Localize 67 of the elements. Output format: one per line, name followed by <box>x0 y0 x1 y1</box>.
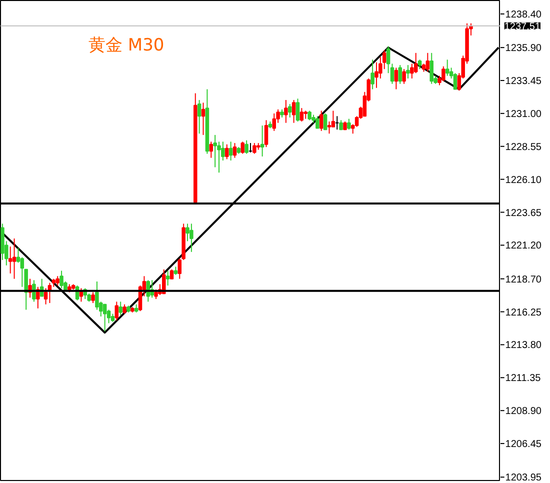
candlestick <box>335 116 340 130</box>
candlestick <box>232 142 237 158</box>
candlestick <box>91 292 95 304</box>
candlestick <box>56 276 60 286</box>
candlestick <box>197 99 202 134</box>
candlestick <box>248 142 253 153</box>
candlestick <box>272 112 276 132</box>
candlestick <box>292 99 296 124</box>
candlestick <box>331 110 336 128</box>
y-tick-label: 1216.25 <box>505 307 542 318</box>
y-tick-label: 1206.45 <box>505 439 542 450</box>
y-tick-label: 1203.95 <box>505 472 542 483</box>
y-tick-label: 1208.90 <box>505 406 542 418</box>
candlestick <box>264 120 268 148</box>
candlestick <box>339 120 343 130</box>
candlestick <box>166 270 170 286</box>
candlestick <box>370 59 374 90</box>
candlestick <box>209 141 214 158</box>
candlestick <box>162 268 166 294</box>
candlestick <box>398 64 402 84</box>
candlestick <box>406 64 410 79</box>
candlestick <box>8 246 12 274</box>
candlestick <box>260 125 264 157</box>
text: 黄金 M30 <box>88 36 164 56</box>
candlestick <box>430 52 434 84</box>
y-tick-label: 1233.45 <box>505 76 542 87</box>
y-tick-label: 1211.35 <box>505 373 542 384</box>
candlestick <box>225 144 229 160</box>
candlestick <box>327 121 332 134</box>
candlestick <box>114 301 119 321</box>
candlestick <box>228 141 233 161</box>
candlestick <box>244 140 248 154</box>
candlestick <box>170 268 174 280</box>
candlestick <box>201 102 206 136</box>
candlestick <box>240 141 245 154</box>
candlestick <box>102 304 107 332</box>
y-tick-label: 1228.55 <box>505 142 542 153</box>
y-tick-label: 1235.90 <box>505 43 542 54</box>
candlestick <box>300 108 304 122</box>
candlestick <box>323 112 328 130</box>
candlestick <box>442 66 446 82</box>
candlestick <box>60 270 64 289</box>
candlestick <box>190 223 194 252</box>
candlestick <box>252 142 256 154</box>
ref-line-label: 1237.51 <box>504 21 541 32</box>
candlestick <box>118 301 122 316</box>
candlestick <box>402 68 406 84</box>
y-tick-label: 1221.20 <box>505 240 542 252</box>
candlestick <box>316 116 320 129</box>
candlestick <box>296 98 300 122</box>
candlestick <box>12 238 16 280</box>
y-tick-label: 1231.00 <box>505 108 542 120</box>
y-tick-label: 1223.65 <box>505 208 542 219</box>
y-tick-label: 1226.10 <box>505 174 542 186</box>
candlestick <box>394 67 398 90</box>
candlestick <box>418 59 422 70</box>
candlestick <box>284 99 288 124</box>
y-tick-label: 1218.70 <box>505 274 542 286</box>
candlestick <box>445 59 450 76</box>
candlestick <box>288 104 292 118</box>
candlestick <box>122 304 126 314</box>
candlestick <box>426 52 430 72</box>
candlestick <box>319 110 324 132</box>
candlestick <box>347 118 351 130</box>
y-tick-label: 1213.80 <box>505 340 542 352</box>
candlestick <box>308 110 312 121</box>
y-tick-label: 1238.40 <box>505 9 542 20</box>
